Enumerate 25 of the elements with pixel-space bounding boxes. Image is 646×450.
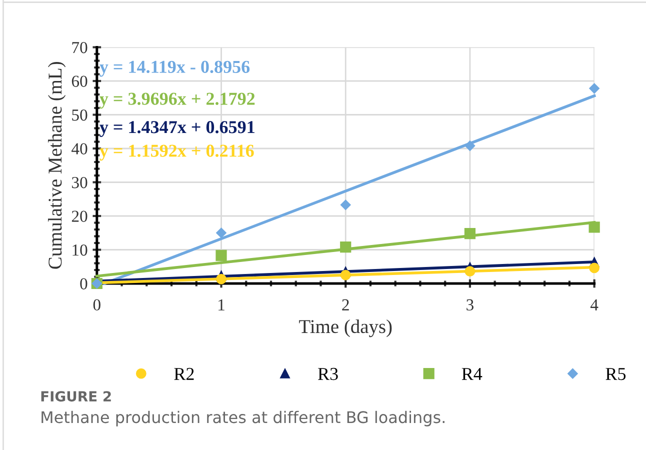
legend-label: R2 bbox=[174, 368, 194, 380]
text: Methane production rates at different BG loadings. bbox=[42, 410, 444, 426]
y-tick-label: 40 bbox=[72, 143, 88, 154]
y-tick-label: 30 bbox=[72, 176, 88, 188]
annotation: y = 1.1592x + 0.2116 bbox=[100, 144, 254, 161]
x-tick-label: 1 bbox=[218, 299, 224, 310]
x-axis-title: Time (days) bbox=[299, 319, 392, 338]
x-tick-label: 2 bbox=[342, 299, 349, 310]
caption: FIGURE 2 bbox=[41, 391, 111, 402]
y-tick-label: 20 bbox=[72, 210, 88, 222]
legend-label: R3 bbox=[318, 368, 338, 380]
y-tick-label: 10 bbox=[72, 244, 88, 256]
annotation: y = 3.9696x + 2.1792 bbox=[100, 92, 255, 109]
y-tick-label: 70 bbox=[72, 42, 88, 54]
legend-label: R4 bbox=[462, 368, 482, 380]
x-tick-label: 0 bbox=[93, 299, 100, 311]
annotation: y = 1.4347x + 0.6591 bbox=[100, 121, 254, 137]
y-tick-label: 50 bbox=[72, 109, 88, 121]
y-tick-label: 0 bbox=[80, 278, 88, 290]
x-tick-label: 3 bbox=[466, 299, 474, 311]
y-tick-label: 60 bbox=[72, 76, 88, 87]
x-tick-label: 4 bbox=[590, 299, 598, 310]
annotation: y = 14.119x - 0.8956 bbox=[100, 60, 250, 77]
y-axis-title: Cumulative Methane (mL) bbox=[48, 62, 66, 269]
legend-label: R5 bbox=[606, 368, 626, 380]
